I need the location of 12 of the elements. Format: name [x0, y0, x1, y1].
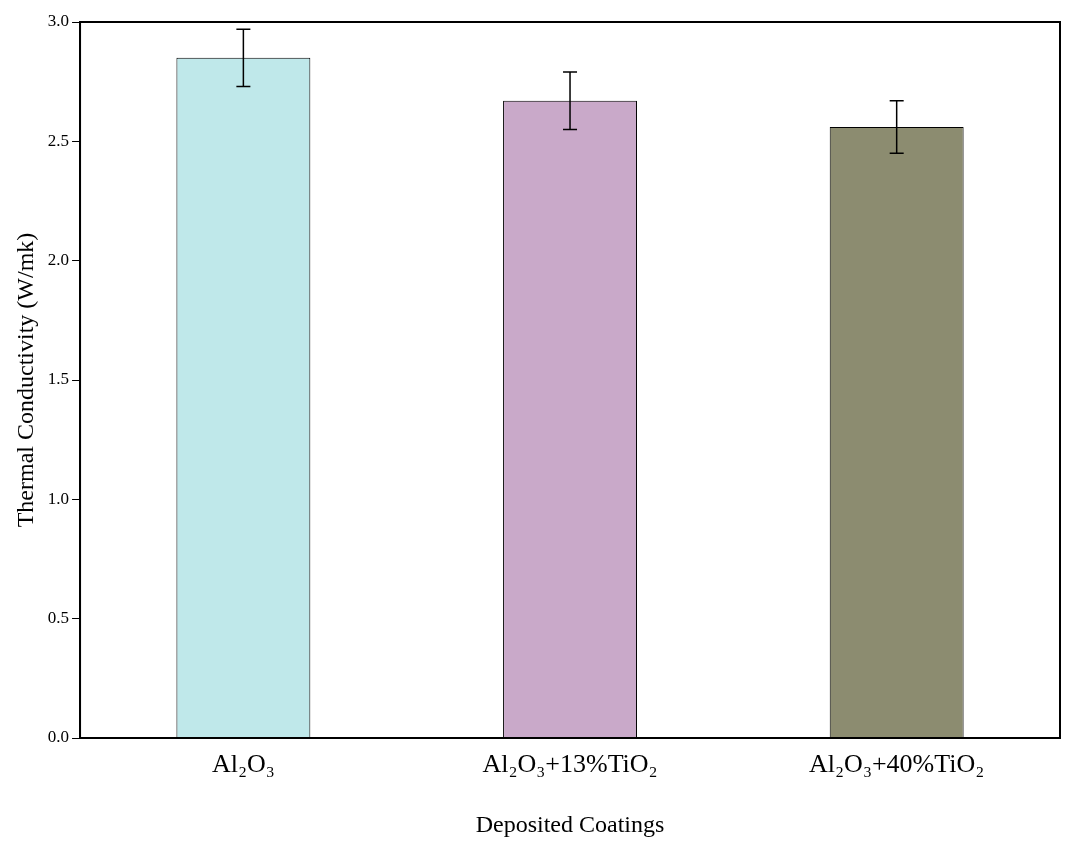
y-tick-label: 0.0	[47, 727, 70, 747]
y-axis-title: Thermal Conductivity (W/mk)	[11, 232, 38, 528]
x-tick-label: Al₂O₃+13%TiO₂	[482, 749, 658, 779]
x-tick-label: Al₂O₃+40%TiO₂	[809, 749, 985, 779]
y-tick-label: 2.0	[47, 250, 70, 270]
x-tick-label: Al₂O₃	[211, 749, 275, 779]
y-tick-label: 3.0	[47, 11, 70, 31]
y-tick-label: 0.5	[47, 608, 70, 628]
y-tick-label: 2.5	[47, 130, 70, 150]
x-axis-title: Deposited Coatings	[475, 810, 665, 837]
y-tick-label: 1.5	[47, 369, 70, 389]
y-tick-label: 1.0	[47, 488, 70, 508]
